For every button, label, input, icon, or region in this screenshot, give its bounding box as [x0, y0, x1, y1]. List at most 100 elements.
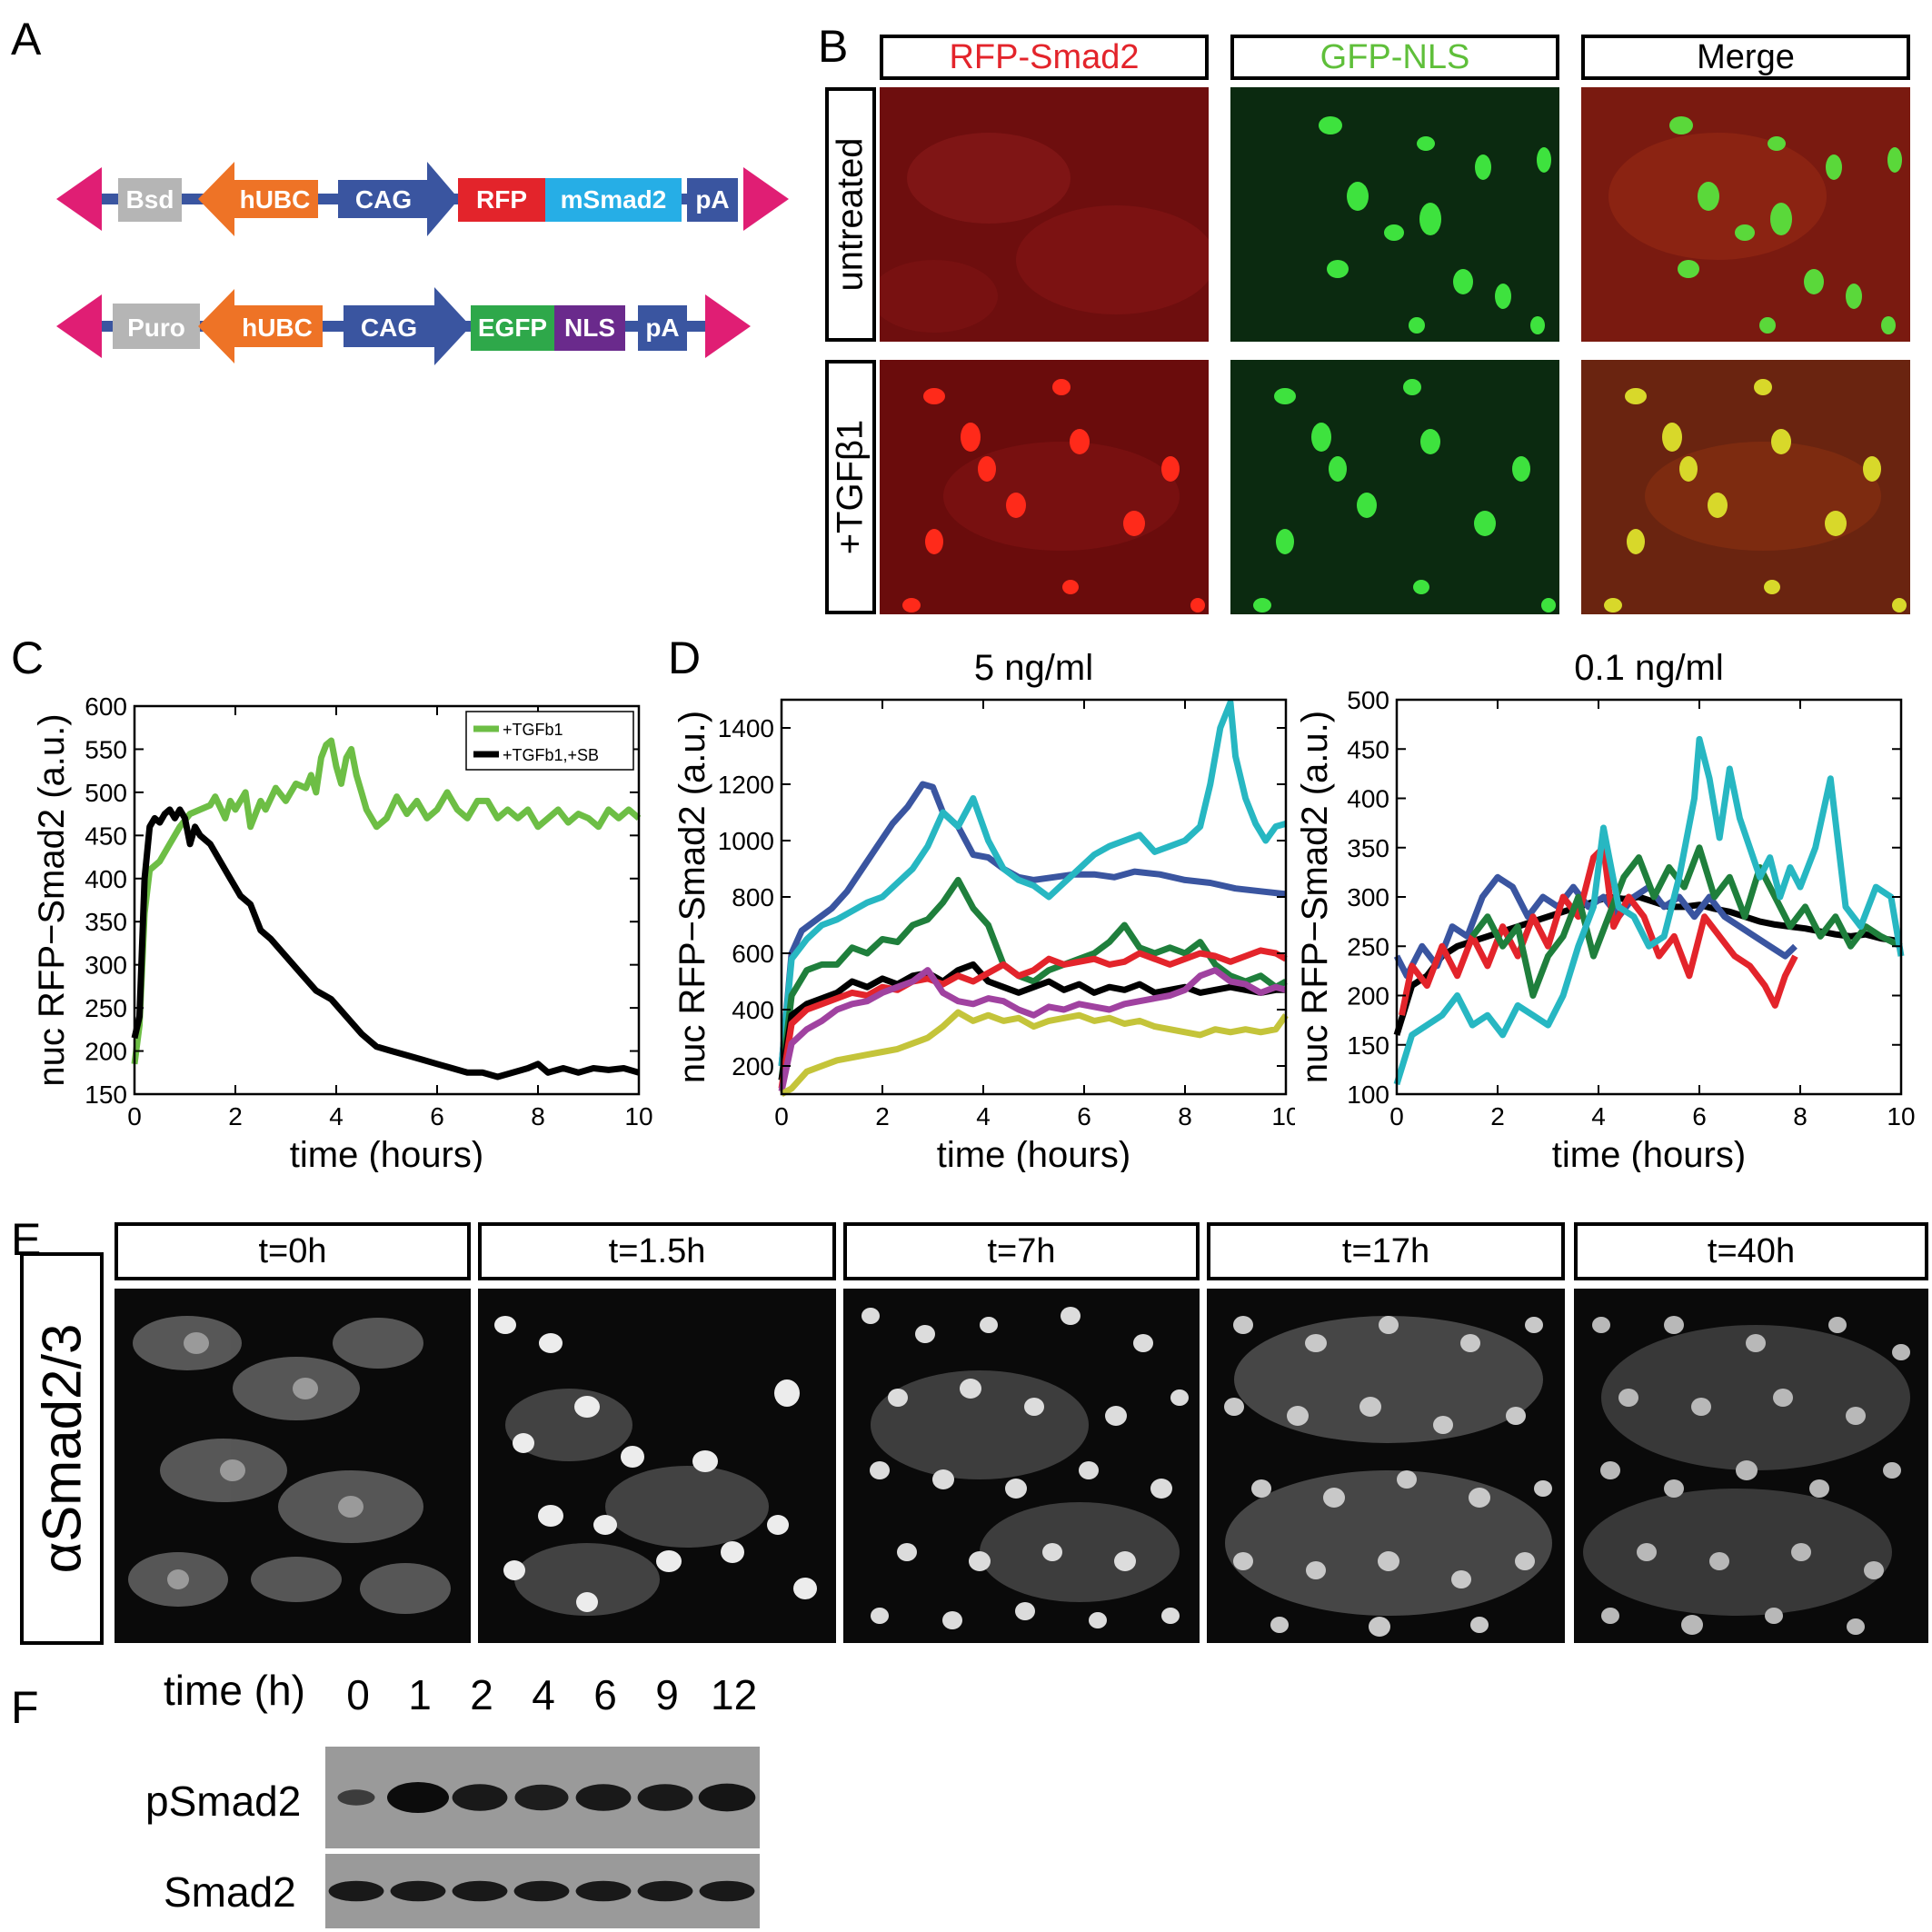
blot-band: [328, 1880, 384, 1902]
x-axis-label: time (hours): [937, 1135, 1130, 1172]
series-line--tgfb1-sb: [131, 806, 640, 1081]
construct-row-1: [56, 162, 789, 236]
blot-band: [575, 1784, 632, 1811]
construct-label: RFP: [476, 185, 527, 214]
x-tick-label: 2: [1490, 1102, 1505, 1130]
y-axis-label: nuc RFP−Smad2 (a.u.): [32, 713, 72, 1086]
x-tick-label: 6: [1077, 1102, 1091, 1130]
construct-label: hUBC: [239, 185, 311, 214]
series-line--tgfb1: [131, 737, 642, 1065]
legend-label: +TGFb1,+SB: [503, 746, 599, 764]
x-axis-label: time (hours): [290, 1135, 483, 1172]
rfp-block: [458, 178, 545, 222]
y-tick-label: 400: [1347, 785, 1389, 813]
construct-row-2: [56, 287, 751, 365]
panel-f-time-label: 9: [655, 1671, 679, 1718]
panel-e-ylabel: αSmad2/3: [20, 1252, 104, 1645]
series-line-cyan: [1393, 735, 1905, 1086]
construct-diagram: [56, 162, 789, 365]
series-line-green: [1469, 844, 1903, 999]
loxp-left-arrow: [56, 294, 102, 358]
y-tick-label: 1400: [718, 714, 774, 742]
y-tick-label: 550: [85, 735, 127, 763]
cag-arrow: [344, 287, 471, 365]
panel-f-time-label: 4: [532, 1671, 555, 1718]
construct-label: CAG: [354, 185, 413, 214]
construct-label: mSmad2: [560, 185, 667, 214]
egfp-block: [471, 305, 554, 351]
micrograph-gfp-untreated: [1230, 87, 1559, 342]
series-line-blue: [778, 781, 1287, 1067]
panel-f-header: time (h): [164, 1667, 305, 1714]
x-tick-label: 10: [624, 1102, 652, 1130]
y-tick-label: 300: [85, 951, 127, 980]
bsd-block: [118, 178, 182, 222]
construct-label: hUBC: [242, 314, 313, 342]
pa-block: [638, 305, 687, 351]
construct-label: Puro: [127, 314, 185, 342]
x-tick-label: 4: [976, 1102, 991, 1130]
series-line-black: [1393, 893, 1902, 1036]
blot-band: [452, 1880, 508, 1902]
y-axis-label: nuc RFP−Smad2 (a.u.): [1295, 711, 1335, 1083]
y-tick-label: 400: [85, 865, 127, 893]
panel-f-time-label: 2: [470, 1671, 493, 1718]
construct-label: CAG: [360, 314, 418, 342]
panel-b-row-untreated: untreated: [825, 87, 876, 342]
panel-b-col-merge: Merge: [1581, 35, 1910, 80]
x-axis-label: time (hours): [1552, 1135, 1746, 1172]
x-tick-label: 10: [1271, 1102, 1295, 1130]
micrograph-e-1-5h: [478, 1289, 836, 1643]
chart-panel-c: 0 2 4 6 8 10 150 200 250 300 350 400 450 500 550 600 tim…: [32, 692, 653, 1172]
plot-frame: [133, 704, 641, 1096]
blot-band: [513, 1880, 570, 1902]
series-line-black: [778, 961, 1286, 1081]
x-tick-label: 10: [1887, 1102, 1915, 1130]
blot-band: [637, 1784, 693, 1811]
chart-panel-d-5ng: 5 ng/ml 0 2 4 6 8 10 200 400 600 800 1000 1200 1400 ti…: [672, 648, 1295, 1172]
panel-f-row-smad2: Smad2: [164, 1868, 296, 1916]
panel-letter-b: B: [818, 21, 849, 72]
puro-block: [113, 304, 200, 349]
y-tick-label: 1000: [718, 827, 774, 855]
blot-band: [514, 1784, 569, 1811]
y-tick-label: 250: [1347, 932, 1389, 961]
legend-label: +TGFb1: [503, 721, 563, 739]
panel-letter-f: F: [11, 1682, 39, 1733]
western-blot-smad2: [325, 1854, 760, 1928]
panel-e-time-3: t=17h: [1207, 1222, 1565, 1280]
loxp-right-arrow: [743, 167, 789, 231]
loxp-left-arrow: [56, 167, 102, 231]
y-tick-label: 500: [85, 779, 127, 807]
micrograph-rfp-tgfb1: [880, 360, 1209, 614]
y-tick-label: 350: [85, 908, 127, 936]
construct-label: pA: [645, 314, 680, 342]
panel-b-col-rfp: RFP-Smad2: [880, 35, 1209, 80]
x-tick-label: 2: [228, 1102, 243, 1130]
y-tick-label: 450: [85, 822, 127, 850]
nls-block: [554, 305, 625, 351]
panel-b-col-gfp: GFP-NLS: [1230, 35, 1559, 80]
x-tick-label: 0: [1389, 1102, 1404, 1130]
series-line-green: [778, 876, 1288, 1081]
micrograph-rfp-untreated: [880, 87, 1209, 342]
construct-label: NLS: [564, 314, 615, 342]
blot-band: [452, 1784, 508, 1811]
hubc-arrow: [198, 162, 318, 236]
y-tick-label: 450: [1347, 735, 1389, 763]
x-tick-label: 8: [1793, 1102, 1808, 1130]
y-tick-label: 600: [85, 692, 127, 721]
micrograph-gfp-tgfb1: [1230, 360, 1559, 614]
y-tick-label: 400: [732, 996, 774, 1024]
panel-e-time-0: t=0h: [115, 1222, 471, 1280]
y-tick-label: 100: [1347, 1081, 1389, 1109]
chart-title: 0.1 ng/ml: [1574, 648, 1724, 688]
series-line-purple: [778, 967, 1287, 1092]
micrograph-e-40h: [1574, 1289, 1928, 1643]
y-tick-label: 150: [1347, 1031, 1389, 1060]
panel-e-time-4: t=40h: [1574, 1222, 1928, 1280]
y-tick-label: 1200: [718, 771, 774, 799]
panel-letter-a: A: [11, 14, 42, 65]
x-tick-label: 4: [329, 1102, 344, 1130]
legend-box: [465, 711, 634, 771]
